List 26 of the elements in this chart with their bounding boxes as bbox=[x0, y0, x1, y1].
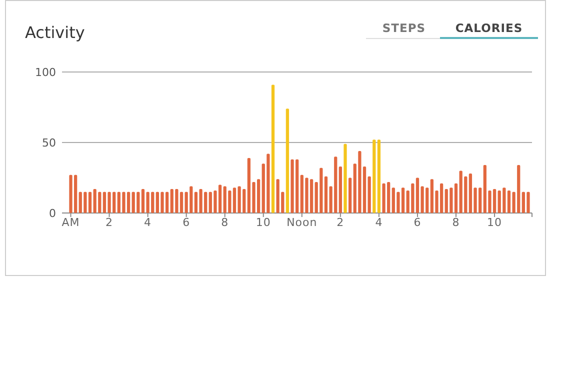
bar bbox=[348, 178, 352, 213]
y-tick-label: 100 bbox=[35, 66, 56, 79]
y-tick-label: 0 bbox=[49, 206, 56, 220]
text: CALORIES bbox=[455, 21, 523, 35]
x-tick-label: 8 bbox=[452, 216, 460, 229]
text: STEPS bbox=[382, 21, 426, 35]
bar bbox=[377, 140, 381, 213]
chart-title: Activity bbox=[25, 23, 85, 42]
bar bbox=[368, 176, 371, 213]
bar bbox=[271, 84, 275, 213]
x-tick-label: 10 bbox=[256, 216, 271, 229]
bar bbox=[372, 140, 376, 213]
bar bbox=[344, 144, 347, 213]
x-tick-label: 4 bbox=[375, 216, 383, 229]
x-tick-label: 4 bbox=[144, 216, 152, 229]
x-tick-label: Noon bbox=[286, 216, 318, 229]
y-tick-label: 50 bbox=[42, 136, 56, 150]
x-tick-label: AM bbox=[62, 216, 80, 229]
bar bbox=[338, 166, 342, 213]
x-tick-label: 6 bbox=[182, 216, 190, 229]
x-tick-label: 10 bbox=[487, 216, 502, 229]
x-tick-label: 2 bbox=[336, 216, 344, 229]
bar bbox=[286, 108, 290, 213]
x-tick-label: 2 bbox=[106, 216, 114, 229]
x-tick-label: 6 bbox=[414, 216, 422, 229]
x-tick-label: 8 bbox=[221, 216, 229, 229]
